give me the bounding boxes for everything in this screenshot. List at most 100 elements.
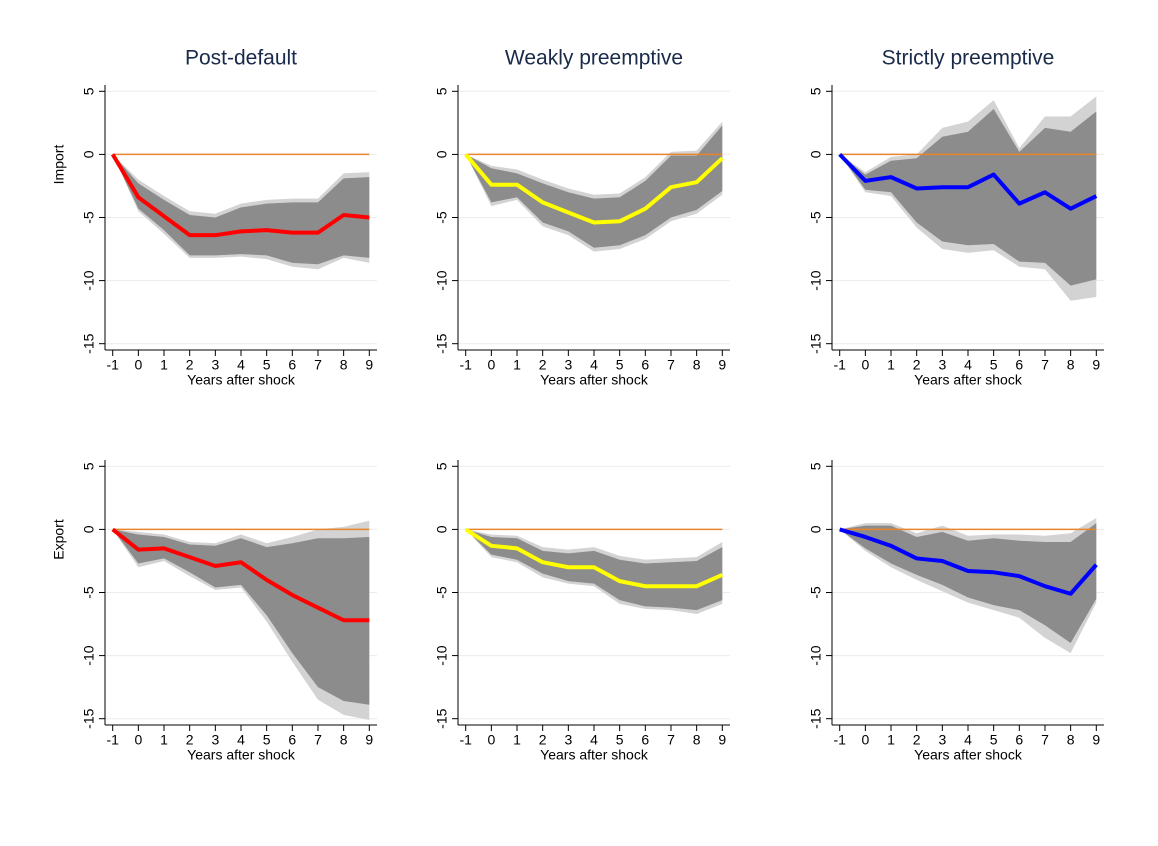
x-tick-label: 6 [641, 732, 649, 748]
x-tick-label: 1 [160, 732, 168, 748]
line [838, 153, 1098, 211]
y-tick-label: -5 [808, 211, 824, 224]
confidence-band [839, 108, 1097, 286]
y-tick-label: 5 [434, 87, 450, 95]
y-tick-label: -15 [808, 333, 824, 353]
x-tick-label: 3 [211, 357, 219, 373]
x-tick-label: -1 [459, 732, 472, 748]
x-tick-label: 7 [1041, 732, 1049, 748]
x-tick-label: 7 [667, 357, 675, 373]
x-tick-label: 4 [964, 732, 972, 748]
chart-title: Strictly preemptive [882, 47, 1055, 70]
x-tick-label: 8 [340, 732, 348, 748]
x-tick-label: 0 [861, 357, 869, 373]
y-axis-label: Import [51, 145, 67, 185]
y-tick-label: -5 [434, 211, 450, 224]
x-tick-label: 0 [134, 732, 142, 748]
x-tick-label: 2 [539, 732, 547, 748]
y-tick-label: 0 [81, 150, 97, 158]
x-tick-label: 1 [887, 732, 895, 748]
x-tick-label: 4 [964, 357, 972, 373]
x-tick-label: 9 [1092, 357, 1100, 373]
x-tick-label: -1 [833, 732, 846, 748]
line [839, 527, 1098, 596]
y-tick-label: -15 [434, 708, 450, 728]
x-tick-label: 3 [211, 732, 219, 748]
x-tick-label: 3 [938, 357, 946, 373]
x-tick-label: 1 [513, 732, 521, 748]
x-tick-label: 5 [616, 357, 624, 373]
x-tick-label: 7 [314, 357, 322, 373]
y-tick-label: -15 [434, 333, 450, 353]
x-tick-label: -1 [106, 732, 119, 748]
y-tick-label: 0 [808, 150, 824, 158]
x-tick-label: 5 [990, 357, 998, 373]
y-tick-label: 5 [808, 87, 824, 95]
y-tick-label: -10 [434, 645, 450, 665]
confidence-band [112, 154, 370, 265]
x-tick-label: 8 [340, 357, 348, 373]
x-tick-label: 0 [487, 732, 495, 748]
confidence-band [465, 529, 723, 611]
y-tick-label: 0 [434, 150, 450, 158]
x-tick-label: 9 [718, 357, 726, 373]
x-tick-label: 5 [990, 732, 998, 748]
x-tick-label: 1 [887, 357, 895, 373]
y-tick-label: 5 [81, 462, 97, 470]
x-tick-label: 9 [365, 732, 373, 748]
y-tick-label: 5 [808, 462, 824, 470]
x-tick-label: 6 [1015, 732, 1023, 748]
x-tick-label: -1 [833, 357, 846, 373]
x-axis-label: Years after shock [187, 747, 296, 763]
x-axis-label: Years after shock [914, 372, 1023, 388]
y-tick-label: -10 [81, 645, 97, 665]
chart-title: Post-default [185, 47, 297, 70]
x-tick-label: 4 [590, 732, 598, 748]
x-tick-label: 1 [160, 357, 168, 373]
x-tick-label: 8 [693, 357, 701, 373]
x-tick-label: 5 [616, 732, 624, 748]
x-tick-label: -1 [106, 357, 119, 373]
x-axis-label: Years after shock [540, 372, 649, 388]
x-tick-label: 7 [1041, 357, 1049, 373]
confidence-band [465, 125, 723, 248]
y-tick-label: 0 [434, 525, 450, 533]
x-tick-label: 9 [365, 357, 373, 373]
x-tick-label: 3 [938, 732, 946, 748]
x-axis-label: Years after shock [540, 747, 649, 763]
x-tick-label: 8 [1067, 357, 1075, 373]
x-tick-label: 6 [1015, 357, 1023, 373]
chart-title: Weakly preemptive [505, 47, 683, 70]
x-axis-label: Years after shock [187, 372, 296, 388]
x-tick-label: 4 [590, 357, 598, 373]
y-tick-label: -5 [808, 586, 824, 599]
x-tick-label: 2 [186, 357, 194, 373]
x-tick-label: 3 [564, 732, 572, 748]
x-tick-label: 2 [539, 357, 547, 373]
x-tick-label: 0 [134, 357, 142, 373]
line [110, 153, 370, 238]
x-tick-label: 6 [288, 357, 296, 373]
y-tick-label: 5 [81, 87, 97, 95]
x-tick-label: 0 [487, 357, 495, 373]
y-tick-label: -10 [808, 270, 824, 290]
y-tick-label: -5 [434, 586, 450, 599]
x-tick-label: 8 [1067, 732, 1075, 748]
confidence-band [112, 529, 370, 705]
y-tick-label: -5 [81, 211, 97, 224]
y-tick-label: -15 [808, 708, 824, 728]
y-tick-label: -5 [81, 586, 97, 599]
x-tick-label: 0 [861, 732, 869, 748]
x-tick-label: 3 [564, 357, 572, 373]
y-tick-label: 0 [81, 525, 97, 533]
x-tick-label: 1 [513, 357, 521, 373]
x-tick-label: 7 [667, 732, 675, 748]
y-tick-label: -10 [808, 645, 824, 665]
